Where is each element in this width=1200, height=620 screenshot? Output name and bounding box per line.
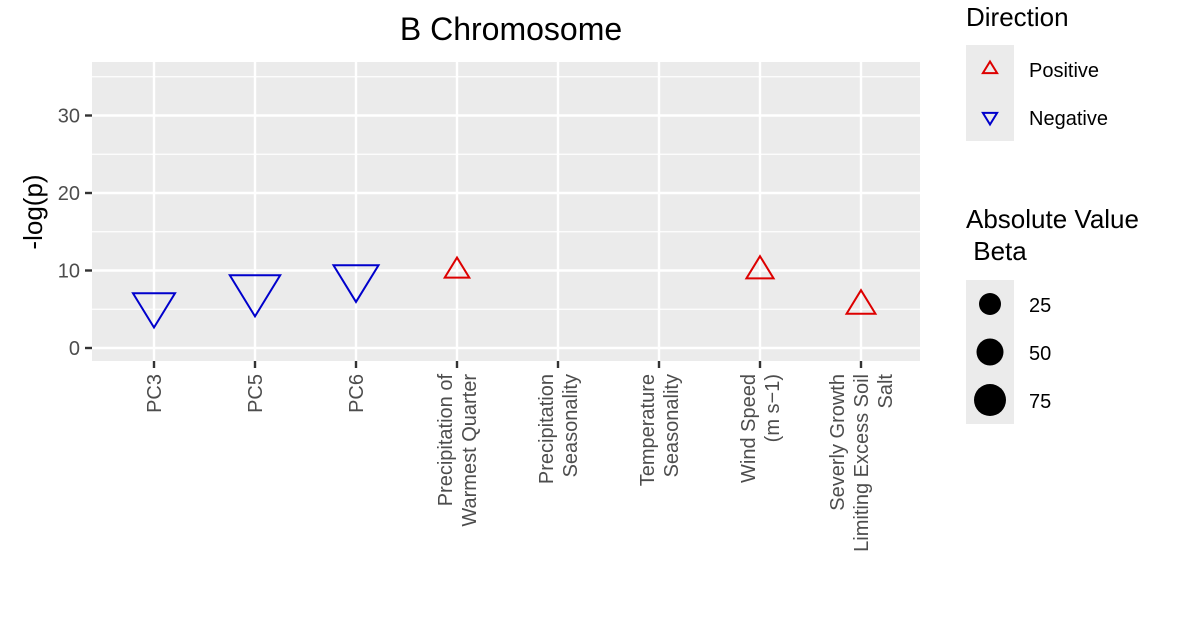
size-legend-label: 25 [1029, 295, 1051, 317]
size-legend-title: Absolute Value Beta [966, 204, 1139, 266]
point-positive [844, 288, 878, 315]
data-points [131, 254, 878, 330]
x-tick-label: Wind Speed (m s−1) [738, 374, 784, 483]
point-positive [744, 254, 776, 280]
size-legend: Absolute Value Beta 25 50 75 [966, 204, 1139, 424]
point-negative [331, 264, 381, 304]
point-positive [442, 255, 472, 279]
x-tick-label: Temperature Seasonality [637, 374, 683, 486]
x-tick-label: Precipitation Seasonality [536, 374, 582, 484]
x-axis: PC3 PC5 PC6 Precipitation of Warmest Quarter… [144, 361, 897, 552]
grid-major [92, 62, 920, 361]
x-tick-label: Precipitation of Warmest Quarter [435, 374, 481, 527]
size-legend-label: 75 [1029, 391, 1051, 413]
direction-legend-keys [966, 45, 1014, 141]
legend-triangle-up-icon [981, 59, 999, 75]
y-tick-label: 30 [58, 106, 80, 128]
point-negative [131, 292, 177, 330]
y-tick-label: 10 [58, 261, 80, 283]
x-tick-label: Severly Growth Limiting Excess Soil Salt [827, 374, 897, 552]
size-legend-label: 50 [1029, 343, 1051, 365]
legend-triangle-down-icon [981, 111, 999, 127]
y-tick-label: 20 [58, 183, 80, 205]
x-tick-label: PC5 [245, 374, 267, 413]
x-tick-label: PC6 [346, 374, 368, 413]
legend-size-circle-icon [974, 384, 1006, 416]
y-axis-title: -log(p) [18, 174, 48, 249]
y-tick-label: 0 [69, 338, 80, 360]
direction-legend-title: Direction [966, 2, 1069, 32]
legend-size-circle-icon [979, 293, 1001, 315]
y-axis: 0 10 20 30 [58, 106, 92, 360]
plot-panel [92, 62, 920, 361]
legend-size-circle-icon [976, 338, 1004, 366]
x-tick-label: PC3 [144, 374, 166, 413]
direction-legend: Direction Positive Negative [966, 2, 1108, 141]
point-negative [228, 274, 282, 319]
direction-legend-label: Positive [1029, 60, 1099, 82]
chart-title: B Chromosome [400, 11, 622, 47]
grid-minor [92, 76, 920, 310]
direction-legend-label: Negative [1029, 108, 1108, 130]
